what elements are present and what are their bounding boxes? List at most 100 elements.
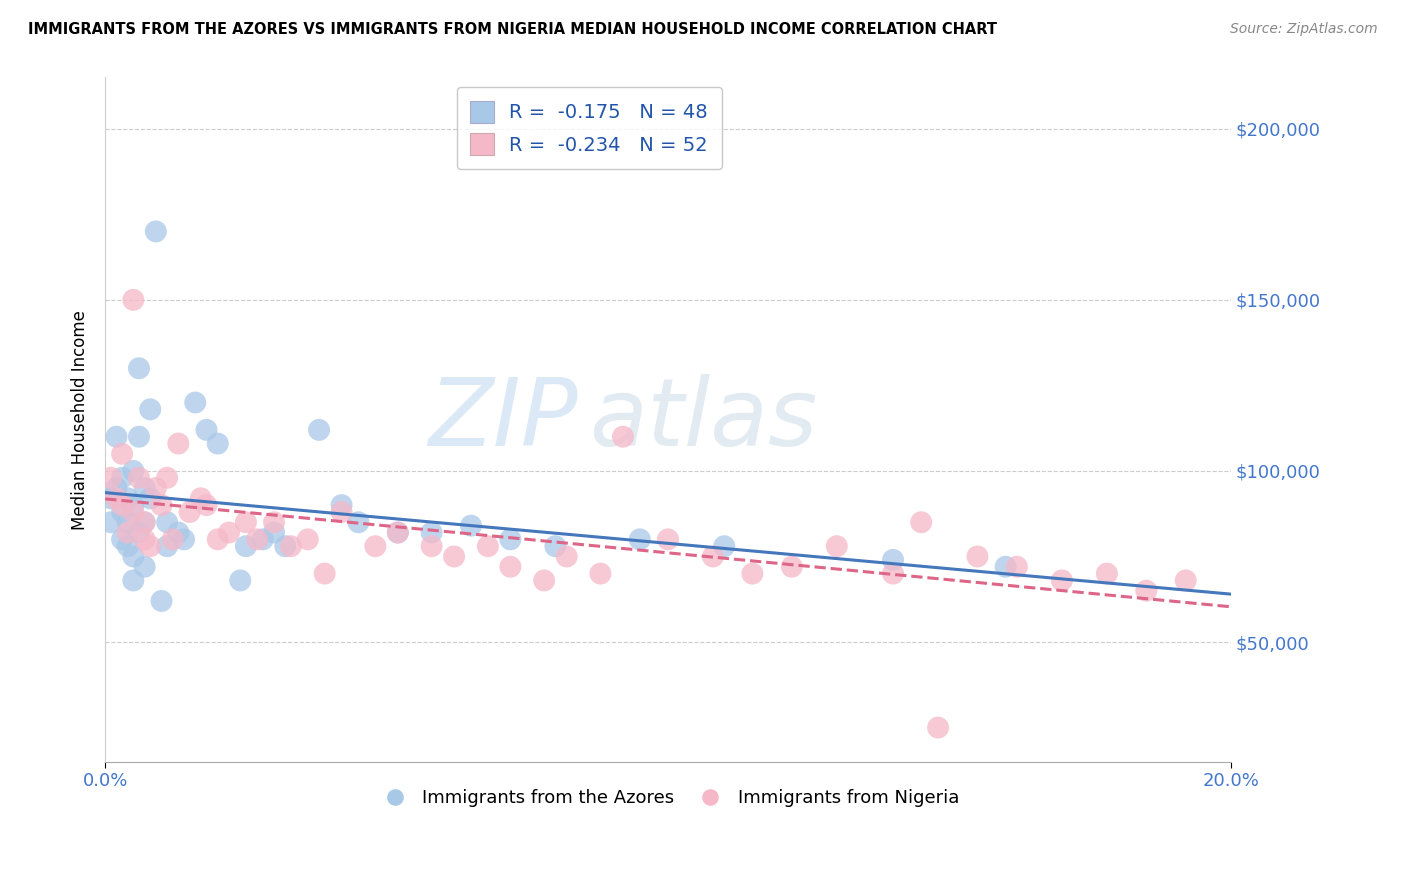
Point (122, 574, 145, 588)
Point (330, 498, 353, 512)
Text: IMMIGRANTS FROM THE AZORES VS IMMIGRANTS FROM NIGERIA MEDIAN HOUSEHOLD INCOME CO: IMMIGRANTS FROM THE AZORES VS IMMIGRANTS… (28, 22, 997, 37)
Point (1135, 583, 1157, 598)
Point (122, 464, 145, 478)
Point (1005, 559, 1028, 574)
Point (117, 491, 139, 506)
Point (134, 533, 156, 547)
Point (364, 539, 387, 553)
Point (297, 533, 319, 547)
Point (184, 395, 207, 409)
Point (195, 498, 218, 512)
Point (420, 539, 443, 553)
Point (111, 498, 134, 512)
Point (308, 423, 330, 437)
Point (111, 447, 134, 461)
Point (387, 525, 409, 540)
Point (134, 515, 156, 529)
Point (314, 566, 336, 581)
Point (105, 481, 128, 495)
Point (702, 549, 724, 564)
Point (162, 533, 184, 547)
Point (117, 539, 139, 553)
Point (207, 436, 229, 450)
Point (128, 471, 150, 485)
Point (347, 515, 370, 529)
Point (122, 498, 145, 512)
Point (713, 539, 735, 553)
Point (994, 559, 1017, 574)
Point (128, 525, 150, 540)
Point (122, 549, 145, 564)
Point (657, 533, 679, 547)
Point (173, 533, 195, 547)
Point (927, 721, 949, 735)
Point (330, 505, 353, 519)
Point (128, 361, 150, 376)
Point (533, 574, 555, 588)
Point (274, 539, 297, 553)
Point (1050, 574, 1073, 588)
Point (741, 566, 763, 581)
Point (111, 471, 134, 485)
Point (117, 515, 139, 529)
Point (145, 481, 167, 495)
Point (111, 505, 134, 519)
Point (966, 549, 988, 564)
Point (477, 539, 499, 553)
Point (280, 539, 302, 553)
Point (589, 566, 612, 581)
Point (1174, 574, 1197, 588)
Point (229, 574, 252, 588)
Point (139, 539, 162, 553)
Point (122, 505, 145, 519)
Point (555, 549, 578, 564)
Point (117, 525, 139, 540)
Point (420, 525, 443, 540)
Point (122, 293, 145, 307)
Point (780, 559, 803, 574)
Point (218, 525, 240, 540)
Point (100, 491, 122, 506)
Point (145, 224, 167, 238)
Point (139, 491, 162, 506)
Point (190, 491, 212, 506)
Point (167, 525, 190, 540)
Point (207, 533, 229, 547)
Point (235, 539, 257, 553)
Point (100, 515, 122, 529)
Point (252, 533, 274, 547)
Point (499, 533, 522, 547)
Point (235, 515, 257, 529)
Point (825, 539, 848, 553)
Point (443, 549, 465, 564)
Point (499, 559, 522, 574)
Point (263, 515, 285, 529)
Point (139, 402, 162, 417)
Point (111, 533, 134, 547)
Point (612, 430, 634, 444)
Text: ZIP: ZIP (429, 374, 578, 465)
Point (387, 525, 409, 540)
Point (1095, 566, 1118, 581)
Point (628, 533, 651, 547)
Text: atlas: atlas (589, 374, 817, 465)
Point (882, 566, 904, 581)
Point (910, 515, 932, 529)
Point (167, 436, 190, 450)
Point (246, 533, 269, 547)
Legend: Immigrants from the Azores, Immigrants from Nigeria: Immigrants from the Azores, Immigrants f… (370, 782, 966, 814)
Point (105, 430, 128, 444)
Point (544, 539, 567, 553)
Point (179, 505, 201, 519)
Point (128, 430, 150, 444)
Text: Source: ZipAtlas.com: Source: ZipAtlas.com (1230, 22, 1378, 37)
Point (100, 471, 122, 485)
Y-axis label: Median Household Income: Median Household Income (72, 310, 89, 530)
Point (134, 515, 156, 529)
Point (150, 594, 173, 608)
Point (150, 498, 173, 512)
Point (263, 525, 285, 540)
Point (882, 553, 904, 567)
Point (134, 481, 156, 495)
Point (195, 423, 218, 437)
